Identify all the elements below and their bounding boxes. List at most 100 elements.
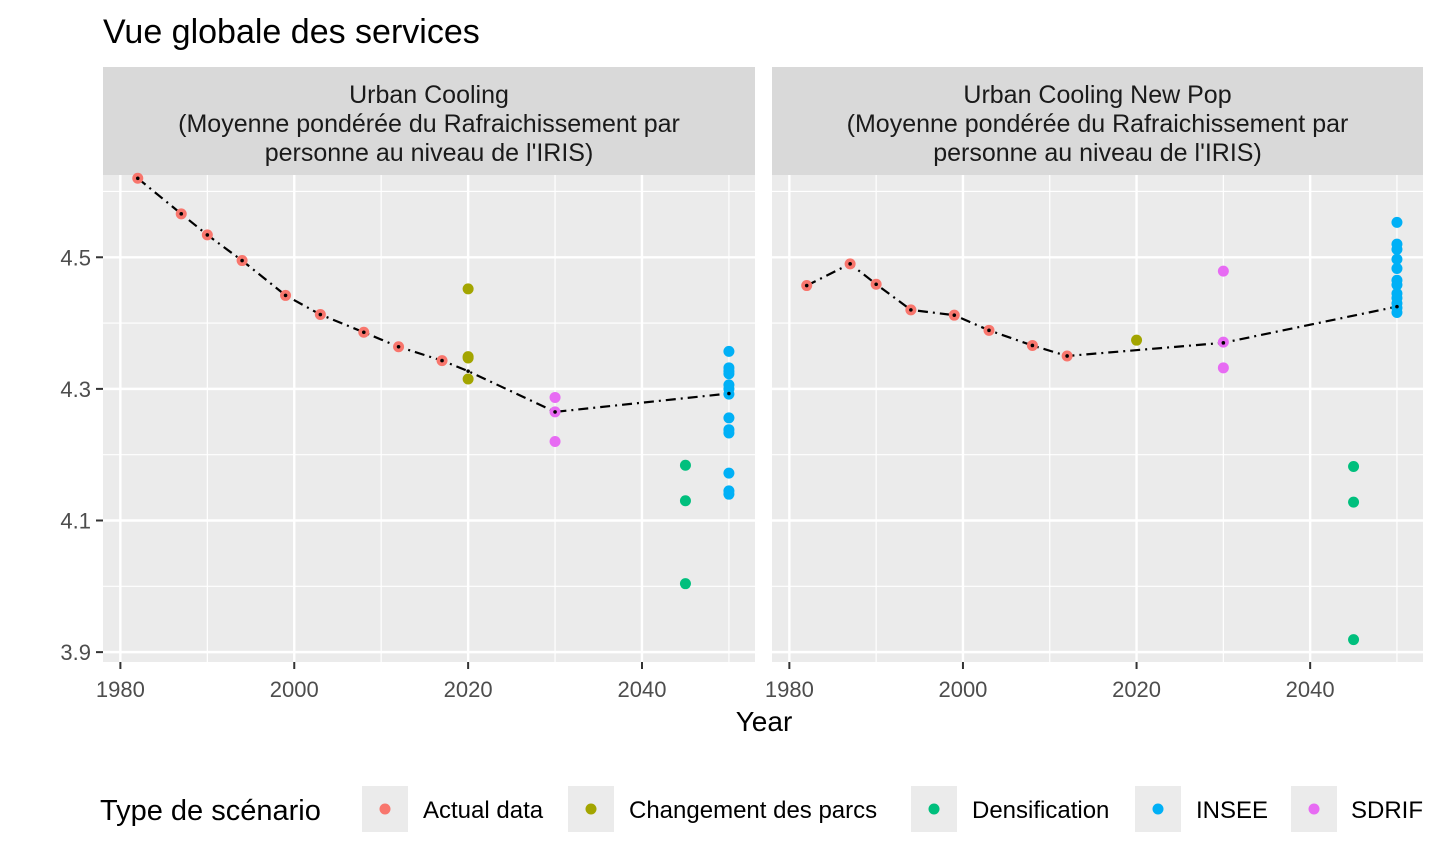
series-insee [1391, 216, 1403, 319]
data-point [723, 412, 735, 424]
y-tick-label: 4.3 [60, 377, 91, 402]
data-point [723, 368, 735, 380]
trend-line-vertex [1221, 341, 1226, 345]
data-point [1348, 496, 1360, 508]
facet-strip-label: (Moyenne pondérée du Rafraichissement pa… [847, 110, 1349, 138]
trend-line-vertex [240, 258, 244, 263]
trend-line-vertex [987, 328, 991, 333]
x-axis-title: Year [736, 706, 793, 737]
legend-entry-insee: INSEE [1135, 786, 1268, 832]
legend-title: Type de scénario [100, 795, 321, 827]
x-tick-label: 1980 [96, 677, 145, 702]
legend-entry-densification: Densification [911, 786, 1109, 832]
data-point [723, 488, 735, 500]
trend-line-vertex [1395, 304, 1399, 309]
legend-marker [585, 803, 597, 815]
x-tick-label: 2040 [618, 677, 667, 702]
trend-line-vertex [909, 308, 913, 312]
facet-strip [772, 67, 1423, 175]
data-point [1131, 334, 1143, 346]
trend-line-vertex [952, 313, 957, 317]
legend-marker [1308, 803, 1320, 815]
trend-line-vertex [283, 293, 288, 298]
trend-line-vertex [205, 233, 210, 237]
data-point [549, 436, 561, 448]
trend-line [137, 177, 730, 414]
trend-line-vertex [396, 344, 401, 349]
y-tick-label: 3.9 [60, 640, 91, 665]
data-point [1391, 253, 1403, 265]
trend-line-vertex [1030, 343, 1035, 348]
trend-line-vertex [727, 391, 731, 396]
data-point [1348, 461, 1360, 473]
data-point [1391, 243, 1403, 255]
data-point [1217, 265, 1229, 277]
legend-label: Densification [972, 797, 1109, 824]
series-densification [1348, 461, 1360, 646]
trend-line-vertex [466, 369, 470, 373]
data-point [1391, 262, 1403, 274]
facet-strip-label: personne au niveau de l'IRIS) [265, 139, 594, 167]
trend-line-vertex [318, 312, 323, 317]
chart-title: Vue globale des services [103, 13, 480, 51]
legend-entry-changement-des-parcs: Changement des parcs [568, 786, 877, 832]
data-point [723, 427, 735, 439]
facet-panel-2: Urban Cooling New Pop(Moyenne pondérée d… [765, 67, 1423, 702]
series-densification [679, 459, 691, 590]
data-point [549, 391, 561, 403]
x-tick-label: 2000 [270, 677, 319, 702]
data-point [1391, 216, 1403, 228]
trend-line-vertex [1065, 354, 1069, 358]
x-tick-label: 2020 [444, 677, 493, 702]
data-point [462, 283, 474, 295]
legend-label: Changement des parcs [629, 797, 877, 824]
legend-label: SDRIF [1351, 797, 1423, 824]
x-tick-label: 2020 [1112, 677, 1161, 702]
trend-line-vertex [553, 410, 557, 414]
data-point [1391, 307, 1403, 319]
trend-line [806, 262, 1398, 358]
trend-line-vertex [440, 358, 444, 363]
series-changement-des-parcs [1131, 334, 1143, 346]
legend: Type de scénario Actual data Changement d… [100, 786, 1423, 832]
facet-strip-label: Urban Cooling [349, 81, 509, 109]
data-point [462, 373, 474, 385]
facet-strip-label: Urban Cooling New Pop [963, 81, 1231, 109]
trend-line-vertex [848, 262, 852, 266]
facet-strip [103, 67, 755, 175]
legend-marker [379, 803, 391, 815]
x-tick-label: 2000 [938, 677, 987, 702]
data-point [679, 578, 691, 590]
data-point [679, 495, 691, 507]
trend-line-vertex [135, 176, 140, 181]
facet-panel-1: Urban Cooling(Moyenne pondérée du Rafrai… [96, 67, 755, 702]
y-tick-label: 4.5 [60, 245, 91, 270]
data-point [723, 345, 735, 357]
trend-line-vertex [362, 330, 366, 335]
data-point [679, 459, 691, 471]
data-point [1348, 634, 1360, 646]
facet-strip-label: (Moyenne pondérée du Rafraichissement pa… [178, 110, 680, 138]
data-point [1217, 362, 1229, 374]
trend-line-vertex [804, 283, 809, 288]
plot-panel-background [103, 175, 755, 662]
y-tick-label: 4.1 [60, 509, 91, 534]
x-tick-label: 1980 [765, 677, 814, 702]
trend-line-vertex [874, 282, 878, 287]
legend-entry-actual-data: Actual data [362, 786, 544, 832]
legend-label: INSEE [1196, 797, 1268, 824]
legend-label: Actual data [423, 797, 544, 824]
plot-panel-background [772, 175, 1423, 662]
trend-line-vertex [179, 212, 184, 216]
series-changement-des-parcs [462, 283, 474, 385]
facet-panels: Urban Cooling(Moyenne pondérée du Rafrai… [96, 67, 1423, 702]
x-tick-label: 2040 [1286, 677, 1335, 702]
data-point [462, 352, 474, 364]
legend-marker [1152, 803, 1164, 815]
legend-entry-sdrif: SDRIF [1291, 786, 1423, 832]
legend-marker [928, 803, 940, 815]
y-axis: 3.9 4.1 4.3 4.5 [60, 245, 103, 665]
data-point [1391, 279, 1403, 291]
facet-strip-label: personne au niveau de l'IRIS) [933, 139, 1262, 167]
